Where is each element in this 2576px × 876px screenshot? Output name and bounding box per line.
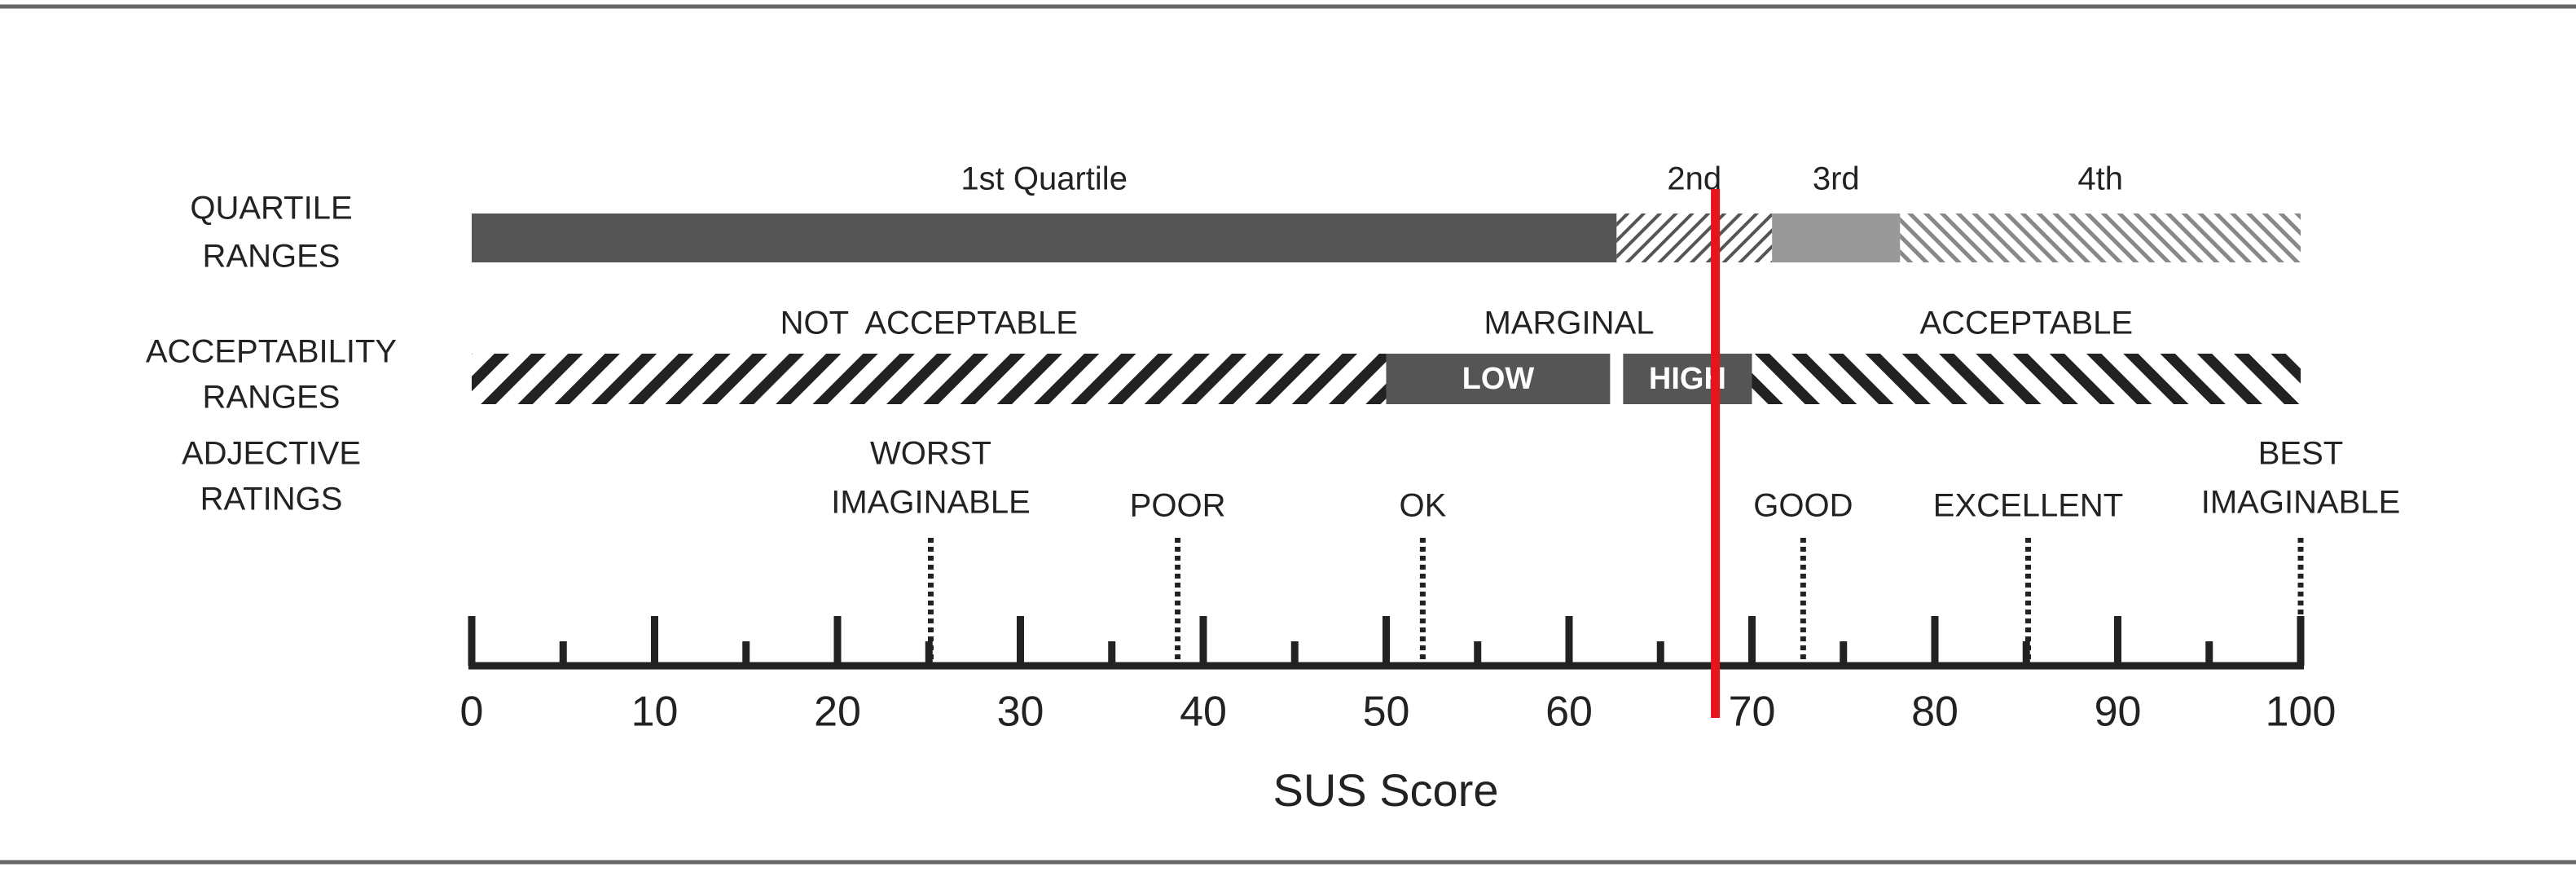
range-segment <box>1772 213 1901 262</box>
adjective-label: WORST <box>870 436 991 472</box>
x-tick-label: 90 <box>2095 689 2142 736</box>
row-label: ADJECTIVE <box>182 436 361 472</box>
adjective-label: BEST <box>2258 436 2343 472</box>
adjective-label: IMAGINABLE <box>831 485 1031 521</box>
range-segment <box>1900 213 2301 262</box>
segment-label: 3rd <box>1813 161 1860 197</box>
adjective-label: IMAGINABLE <box>2201 485 2401 521</box>
x-tick-label: 20 <box>814 689 861 736</box>
segment-label: NOT ACCEPTABLE <box>780 306 1078 341</box>
x-tick-label: 80 <box>1911 689 1958 736</box>
x-tick-label: 50 <box>1363 689 1410 736</box>
range-segment <box>1752 354 2301 404</box>
x-tick-label: 10 <box>631 689 679 736</box>
x-axis-label: SUS Score <box>1273 764 1499 816</box>
range-segment <box>472 354 1387 404</box>
adjective-label: OK <box>1400 488 1447 524</box>
x-tick-label: 0 <box>460 689 484 736</box>
sub-segment <box>1386 354 1611 404</box>
x-tick-label: 30 <box>997 689 1044 736</box>
segment-label: 1st Quartile <box>961 161 1128 197</box>
adjective-label: EXCELLENT <box>1933 488 2123 524</box>
row-label: QUARTILE <box>190 191 352 227</box>
x-tick-label: 100 <box>2266 689 2336 736</box>
range-segment <box>472 213 1617 262</box>
x-tick-label: 70 <box>1729 689 1776 736</box>
row-label: RATINGS <box>200 482 343 517</box>
row-label: ACCEPTABILITY <box>146 334 397 370</box>
range-segment <box>1616 213 1773 262</box>
segment-label: 4th <box>2077 161 2123 197</box>
segment-label: MARGINAL <box>1484 306 1655 341</box>
adjective-label: GOOD <box>1753 488 1853 524</box>
x-tick-label: 40 <box>1180 689 1227 736</box>
row-label: RANGES <box>203 239 341 275</box>
adjective-label: POOR <box>1130 488 1226 524</box>
x-tick-label: 60 <box>1545 689 1593 736</box>
row-label: RANGES <box>203 380 341 416</box>
segment-label: ACCEPTABLE <box>1919 306 2133 341</box>
sub-segment-label: LOW <box>1462 362 1535 396</box>
sub-segment <box>1623 354 1752 404</box>
